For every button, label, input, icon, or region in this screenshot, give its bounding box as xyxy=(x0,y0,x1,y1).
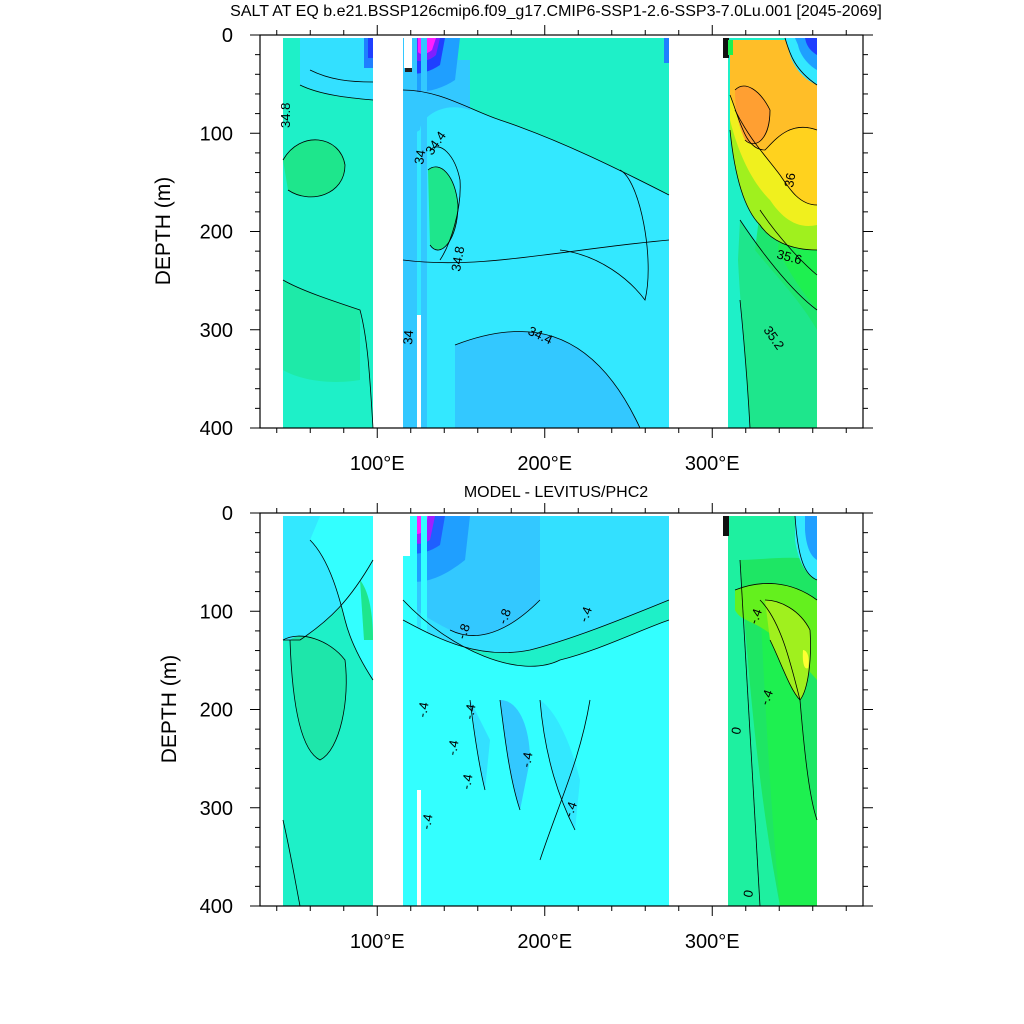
x-tick-label: 100°E xyxy=(350,931,405,953)
y-axis-title: DEPTH (m) xyxy=(158,655,181,764)
contour-label: 34 xyxy=(400,330,416,346)
salinity-field xyxy=(282,37,818,428)
x-tick-label: 200°E xyxy=(517,453,572,475)
contour-label: -.4 xyxy=(746,607,765,626)
difference-contour-labels: -.8 -.8 -.4 -.4 -.4 -.4 -.4 -.4 -.4 -.4 … xyxy=(414,605,776,899)
contour-label: -.4 xyxy=(518,751,535,769)
contour-label: -.8 xyxy=(454,622,473,641)
y-tick-label: 400 xyxy=(200,896,233,918)
y-axis-title: DEPTH (m) xyxy=(152,177,175,286)
contour-label: 36 xyxy=(781,172,798,189)
axes: 100°E 200°E 300°E 0 100 200 300 400 xyxy=(200,25,873,475)
contour-label: 34.8 xyxy=(278,103,293,128)
contour-label: 0 xyxy=(740,889,756,899)
x-tick-label: 200°E xyxy=(517,931,572,953)
y-tick-label: 200 xyxy=(200,222,233,244)
contour-label: -.4 xyxy=(461,703,478,721)
contour-label: -.4 xyxy=(458,773,475,791)
panel-title: SALT AT EQ b.e21.BSSP126cmip6.f09_g17.CM… xyxy=(230,3,882,20)
contour-label: -.4 xyxy=(414,701,431,719)
y-tick-label: 300 xyxy=(200,798,233,820)
contour-label: -.4 xyxy=(444,739,461,757)
y-tick-label: 200 xyxy=(200,700,233,722)
contour-label: 0 xyxy=(728,726,744,736)
contour-label: -.4 xyxy=(757,688,776,707)
x-tick-label: 300°E xyxy=(685,931,740,953)
panel-salinity: SALT AT EQ b.e21.BSSP126cmip6.f09_g17.CM… xyxy=(152,3,882,475)
y-tick-label: 100 xyxy=(200,601,233,623)
y-tick-label: 100 xyxy=(200,123,233,145)
y-tick-label: 400 xyxy=(200,418,233,440)
x-tick-label: 100°E xyxy=(350,453,405,475)
contour-label: 35.6 xyxy=(775,246,803,267)
y-tick-label: 0 xyxy=(222,503,233,525)
axes: 100°E 200°E 300°E 0 100 200 300 400 xyxy=(200,503,873,953)
y-tick-label: 0 xyxy=(222,25,233,47)
contour-label: -.4 xyxy=(561,800,580,819)
panel-difference: MODEL - LEVITUS/PHC2 xyxy=(158,484,873,953)
contour-label: -.8 xyxy=(495,607,514,626)
difference-field xyxy=(282,515,818,906)
contour-label: -.4 xyxy=(418,813,435,831)
contour-label: 34 xyxy=(411,149,428,166)
x-tick-label: 300°E xyxy=(685,453,740,475)
contour-label: 34.8 xyxy=(448,245,467,273)
contour-label: -.4 xyxy=(576,605,595,624)
panel-title: MODEL - LEVITUS/PHC2 xyxy=(464,484,648,501)
y-tick-label: 300 xyxy=(200,320,233,342)
